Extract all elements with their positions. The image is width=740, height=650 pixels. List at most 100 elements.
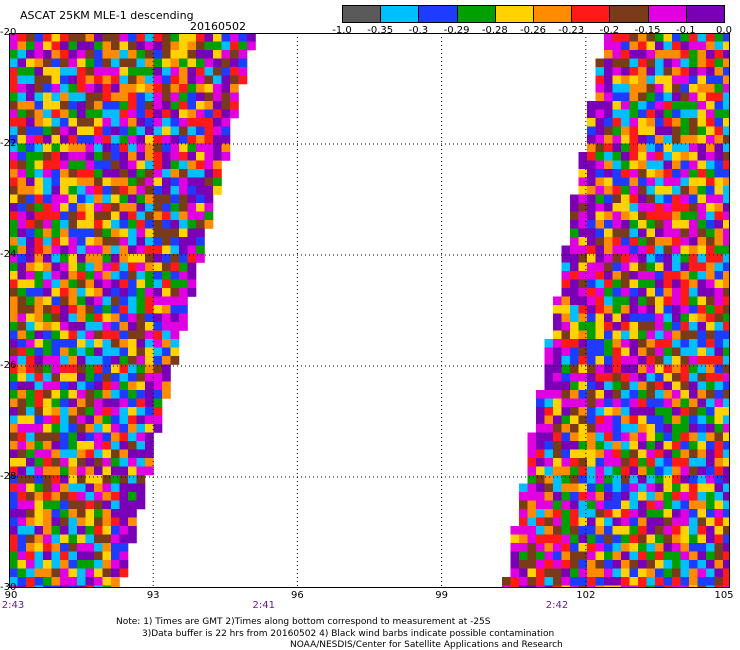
swath-cell [179,67,188,76]
swath-cell [604,517,613,527]
swath-cell [17,67,27,76]
swath-cell [646,262,656,272]
swath-cell [655,228,664,238]
swath-cell [536,415,545,425]
swath-cell [9,424,18,433]
swath-cell [689,67,698,76]
swath-cell [570,237,579,246]
swath-cell [578,228,588,238]
swath-cell [102,169,112,178]
swath-cell [604,585,613,588]
swath-cell [612,262,622,272]
swath-cell [43,466,52,476]
swath-cell [136,50,146,59]
swath-cell [536,526,545,535]
swath-cell [646,322,656,331]
swath-cell [680,296,690,306]
swath-cell [43,407,52,416]
swath-cell [170,288,180,297]
swath-cell [136,347,146,357]
swath-cell [604,339,613,348]
swath-cell [714,534,724,544]
swath-cell [128,41,137,51]
swath-cell [629,169,639,178]
swath-cell [723,177,730,187]
swath-cell [204,58,214,68]
swath-cell [68,152,78,161]
swath-cell [60,67,69,76]
swath-cell [153,58,163,68]
swath-cell [60,228,69,238]
swath-cell [578,330,588,340]
swath-cell [536,585,545,588]
swath-cell [60,322,69,331]
swath-cell [51,33,61,42]
swath-cell [587,500,596,510]
swath-cell [179,50,188,59]
swath-cell [179,143,188,153]
swath-cell [680,220,690,229]
swath-cell [646,568,656,578]
swath-cell [85,296,95,306]
swath-cell [43,364,52,374]
swath-cell [170,313,180,323]
swath-cell [612,279,622,289]
swath-cell [519,483,528,493]
swath-cell [77,466,86,476]
swath-cell [43,50,52,59]
swath-cell [85,432,95,442]
swath-cell [578,245,588,255]
swath-cell [655,466,664,476]
swath-cell [604,135,613,144]
swath-cell [26,364,35,374]
swath-cell [17,118,27,127]
swath-cell [587,526,596,535]
swath-cell [646,449,656,459]
swath-cell [604,296,613,306]
swath-cell [128,449,137,459]
swath-cell [621,296,630,306]
swath-cell [570,381,579,391]
swath-cell [561,407,571,416]
swath-cell [672,101,681,110]
swath-cell [136,169,146,178]
swath-cell [714,58,724,68]
swath-cell [111,41,120,51]
swath-cell [153,220,163,229]
swath-cell [187,237,197,246]
swath-cell [655,577,664,586]
swath-cell [60,92,69,102]
swath-cell [595,288,605,297]
swath-cell [26,390,35,399]
swath-cell [621,330,630,340]
swath-cell [544,407,554,416]
swath-cell [578,407,588,416]
swath-cell [714,339,724,348]
swath-cell [51,271,61,280]
swath-cell [629,92,639,102]
swath-cell [26,271,35,280]
swath-cell [111,186,120,195]
swath-cell [587,432,596,442]
swath-cell [536,543,545,552]
swath-cell [102,466,112,476]
swath-cell [187,58,197,68]
swath-cell [51,109,61,119]
swath-cell [646,526,656,535]
swath-cell [111,500,120,510]
swath-cell [714,75,724,85]
swath-cell [9,75,18,85]
swath-cell [527,543,537,552]
swath-cell [663,296,673,306]
swath-cell [94,347,103,357]
note-line-3: NOAA/NESDIS/Center for Satellite Applica… [290,640,563,650]
swath-cell [595,152,605,161]
swath-cell [680,585,690,588]
swath-cell [629,398,639,408]
swath-cell [621,432,630,442]
swath-cell [162,330,171,340]
swath-cell [680,492,690,501]
swath-cell [136,458,146,467]
swath-cell [26,194,35,204]
swath-cell [638,364,647,374]
